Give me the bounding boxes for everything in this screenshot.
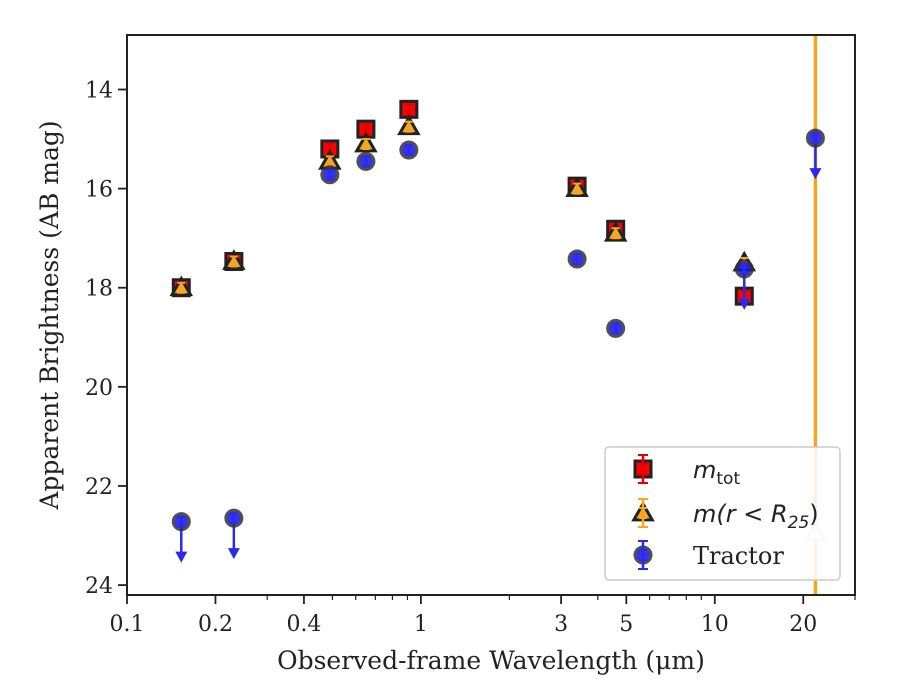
upper-limit-arrowhead [738, 298, 751, 310]
legend-label: m(r < R25) [693, 500, 819, 533]
upper-limit-arrowhead [175, 551, 188, 563]
y-tick-label: 16 [85, 178, 113, 203]
y-tick-label: 18 [85, 277, 113, 302]
y-axis: 14 16 18 20 22 24 [85, 79, 127, 599]
upper-limit-arrowhead [809, 168, 822, 180]
y-tick-label: 24 [85, 574, 113, 599]
legend-label: Tractor [693, 542, 784, 570]
y-tick-label: 14 [85, 79, 113, 104]
legend-box [604, 446, 841, 581]
y-axis-label: Apparent Brightness (AB mag) [35, 120, 64, 510]
legend-entry: mtot [633, 454, 740, 489]
x-tick-label: 3 [554, 612, 568, 637]
y-tick-label: 22 [85, 475, 113, 500]
x-tick-label: 10 [701, 612, 729, 637]
x-axis: 0.1 0.2 0.4 1 3 5 10 20 [110, 595, 856, 637]
x-axis-label: Observed-frame Wavelength (μm) [277, 646, 705, 675]
data-marks-layer [169, 99, 828, 563]
x-tick-label: 0.4 [286, 612, 321, 637]
upper-limit-arrowhead [227, 548, 240, 560]
series-circle [171, 128, 825, 563]
legend-entry: m(r < R25) [631, 498, 819, 533]
x-tick-label: 0.2 [198, 612, 233, 637]
x-tick-label: 1 [414, 612, 428, 637]
x-tick-label: 20 [789, 612, 817, 637]
legend-entry: Tractor [633, 540, 784, 570]
legend: mtot m(r < R25) Tractor [604, 446, 841, 581]
x-tick-label: 5 [619, 612, 633, 637]
plot-frame [126, 34, 856, 596]
y-tick-label: 20 [85, 376, 113, 401]
legend-label: mtot [693, 456, 740, 489]
x-tick-label: 0.1 [110, 612, 145, 637]
